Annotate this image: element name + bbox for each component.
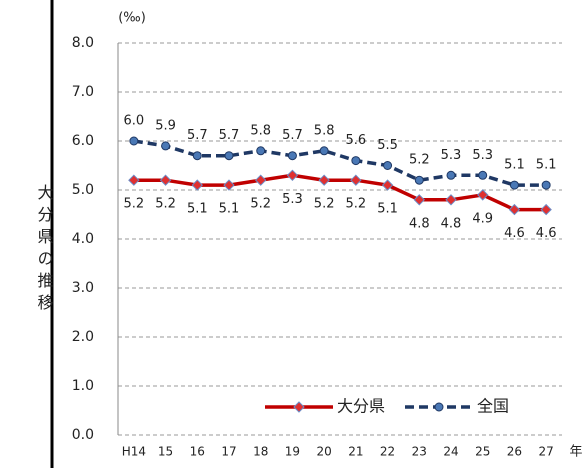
value-label: 5.9 — [155, 118, 176, 133]
value-label: 5.2 — [409, 153, 430, 168]
value-label: 5.7 — [282, 128, 303, 143]
marker — [319, 146, 329, 156]
marker — [287, 151, 297, 161]
x-tick-label: 26 — [507, 445, 522, 459]
x-tick-label: 22 — [380, 445, 395, 459]
marker — [256, 146, 266, 156]
marker — [350, 174, 362, 186]
marker — [383, 161, 393, 170]
value-label: 5.2 — [155, 197, 176, 212]
marker — [192, 151, 202, 161]
value-label: 5.2 — [314, 197, 335, 212]
value-label: 5.8 — [250, 123, 271, 138]
value-label: 5.1 — [187, 202, 208, 217]
marker — [540, 203, 552, 216]
value-label: 5.1 — [377, 202, 398, 217]
value-label: 5.2 — [124, 197, 145, 212]
x-tick-label: 27 — [539, 445, 554, 459]
value-label: 5.2 — [346, 197, 367, 212]
value-label: 5.7 — [187, 128, 208, 143]
value-label: 5.2 — [250, 197, 271, 212]
marker — [128, 174, 140, 186]
legend-marker — [293, 401, 305, 413]
marker — [478, 170, 488, 180]
marker — [159, 174, 172, 186]
marker — [161, 141, 171, 151]
y-tick-label: 7.0 — [72, 84, 94, 100]
x-unit: 年 — [569, 445, 582, 460]
legend-label: 全国 — [477, 397, 509, 416]
marker — [351, 156, 361, 166]
value-label: 5.6 — [346, 133, 367, 148]
value-label: 4.6 — [504, 226, 525, 241]
marker — [414, 175, 424, 185]
y-tick-label: 3.0 — [72, 280, 94, 296]
marker — [508, 203, 521, 216]
value-label: 6.0 — [124, 114, 145, 129]
legend-label: 大分県 — [337, 397, 385, 416]
marker — [381, 179, 394, 191]
marker — [191, 179, 203, 191]
y-axis-label: 大分県の推移 — [35, 184, 54, 316]
x-tick-label: 24 — [443, 445, 458, 459]
value-label: 5.3 — [472, 148, 493, 163]
x-tick-label: 18 — [253, 445, 268, 459]
legend-marker — [434, 402, 444, 412]
y-tick-label: 4.0 — [72, 231, 94, 247]
x-tick-label: 21 — [348, 445, 363, 459]
value-label: 5.8 — [314, 123, 335, 138]
marker — [286, 169, 299, 182]
value-label: 5.7 — [219, 128, 240, 143]
x-tick-label: 15 — [158, 445, 173, 459]
marker — [129, 136, 139, 146]
y-unit: (‰) — [118, 11, 146, 26]
marker — [541, 180, 551, 190]
x-tick-label: 25 — [475, 445, 490, 459]
marker — [446, 170, 456, 180]
x-tick-label: 17 — [221, 445, 236, 459]
marker — [223, 179, 235, 191]
value-label: 4.8 — [409, 216, 430, 231]
value-label: 4.6 — [536, 226, 557, 241]
value-label: 5.1 — [504, 158, 525, 173]
marker — [445, 194, 457, 206]
x-tick-label: 23 — [412, 445, 427, 459]
marker — [224, 151, 234, 161]
x-tick-label: H14 — [122, 445, 146, 459]
x-tick-label: 20 — [317, 445, 332, 459]
y-tick-label: 2.0 — [72, 329, 94, 345]
value-label: 5.1 — [219, 202, 240, 217]
marker — [413, 194, 425, 206]
value-label: 5.3 — [441, 148, 462, 163]
y-tick-label: 1.0 — [72, 378, 94, 394]
x-tick-label: 16 — [190, 445, 205, 459]
y-tick-label: 8.0 — [72, 35, 94, 51]
value-label: 5.1 — [536, 158, 557, 173]
y-tick-label: 5.0 — [72, 182, 94, 198]
series-line — [133, 139, 547, 187]
x-tick-label: 19 — [285, 445, 300, 459]
marker — [318, 174, 330, 186]
value-label: 4.9 — [472, 211, 493, 226]
marker — [255, 174, 267, 186]
value-label: 4.8 — [441, 216, 462, 231]
y-tick-label: 6.0 — [72, 133, 94, 149]
value-label: 5.3 — [282, 192, 303, 207]
marker — [477, 189, 489, 201]
marker — [509, 180, 519, 190]
value-label: 5.5 — [377, 138, 398, 153]
y-tick-label: 0.0 — [72, 427, 94, 443]
